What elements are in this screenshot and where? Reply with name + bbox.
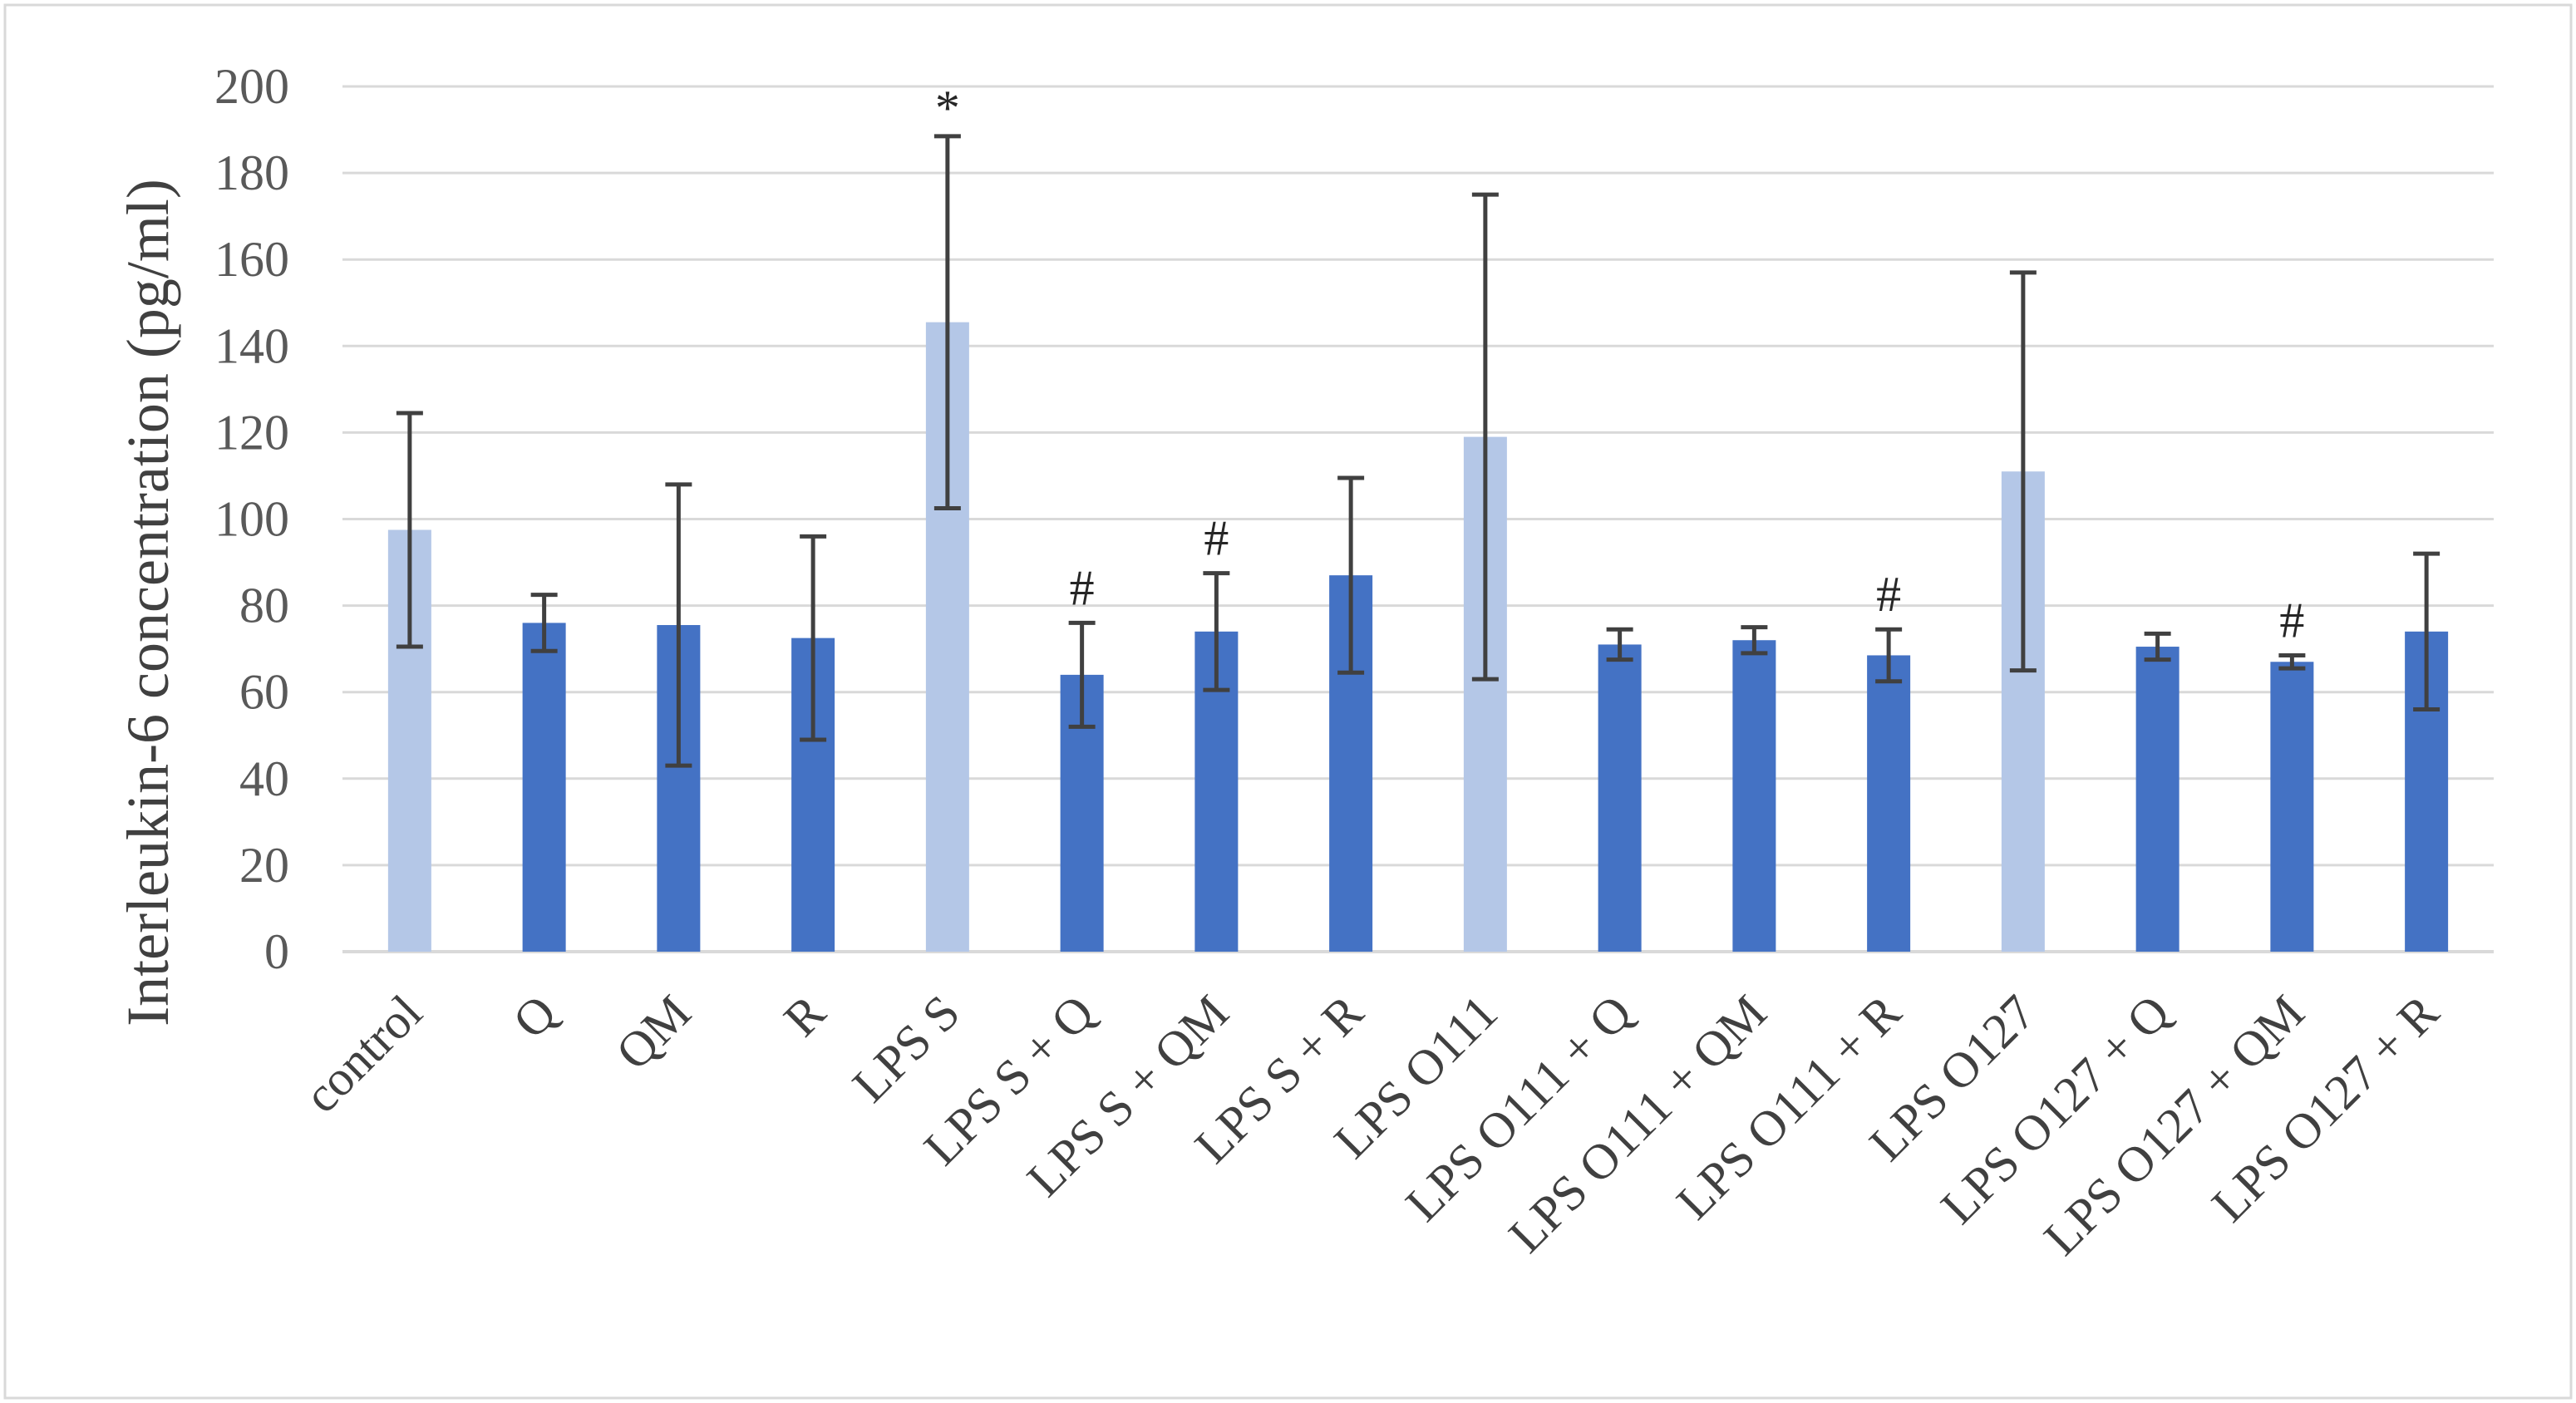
significance-mark: # — [1204, 511, 1229, 566]
bar — [2270, 662, 2314, 952]
y-tick-label: 100 — [214, 492, 289, 547]
bar — [2135, 647, 2180, 952]
significance-mark: # — [2279, 593, 2304, 647]
bar — [1598, 644, 1642, 952]
significance-mark: # — [1876, 567, 1901, 622]
error-bars — [396, 134, 2441, 768]
y-tick-label: 180 — [214, 145, 289, 200]
bars — [387, 322, 2449, 952]
significance-mark: * — [935, 81, 960, 135]
y-axis-ticks: 0 20 40 60 80 100 120 140 160 180 200 — [214, 59, 289, 979]
y-axis-title: Interleukin-6 concentration (pg/ml) — [115, 179, 181, 1026]
y-tick-label: 160 — [214, 232, 289, 287]
y-tick-label: 140 — [214, 318, 289, 373]
y-tick-label: 200 — [214, 59, 289, 114]
bar — [522, 623, 566, 952]
y-tick-label: 40 — [239, 751, 289, 806]
gridlines — [342, 85, 2494, 953]
y-tick-label: 0 — [264, 924, 289, 979]
significance-mark: # — [1070, 560, 1095, 615]
y-tick-label: 20 — [239, 838, 289, 893]
y-tick-label: 80 — [239, 578, 289, 633]
bar — [1732, 640, 1776, 952]
bar — [1867, 655, 1911, 952]
y-tick-label: 60 — [239, 665, 289, 720]
annotations: * # # # # — [935, 81, 2305, 648]
y-tick-label: 120 — [214, 405, 289, 460]
